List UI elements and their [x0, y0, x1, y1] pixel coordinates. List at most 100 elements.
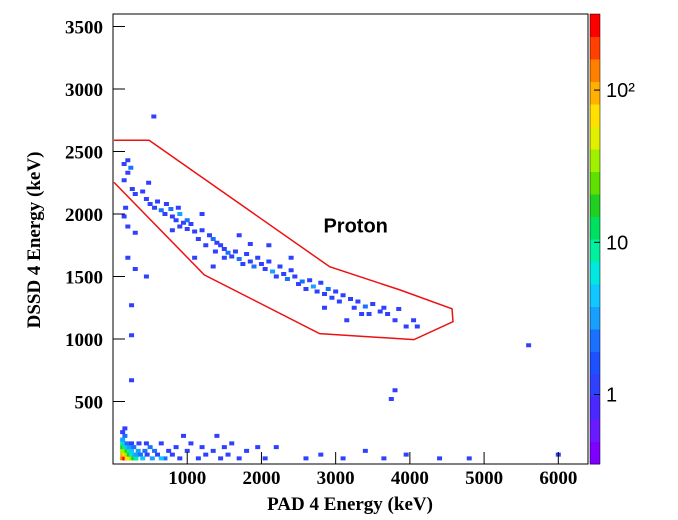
- bin: [149, 456, 155, 461]
- bin: [195, 456, 201, 461]
- y-axis-title: DSSD 4 Energy (keV): [24, 152, 45, 329]
- y-tick-label: 2000: [65, 205, 103, 226]
- bin: [133, 452, 139, 457]
- bin: [366, 312, 372, 316]
- bin: [175, 205, 181, 210]
- bin: [414, 324, 420, 329]
- bin: [142, 448, 148, 453]
- bin: [318, 452, 324, 457]
- bin: [158, 208, 164, 213]
- bin: [184, 218, 190, 223]
- bin: [218, 456, 224, 461]
- bin: [411, 318, 417, 323]
- colorbar-swatch: [590, 104, 600, 127]
- colorbar-swatch: [590, 59, 600, 82]
- bin: [169, 452, 175, 457]
- bin: [229, 441, 235, 446]
- bin: [158, 441, 164, 446]
- bin: [144, 452, 150, 457]
- bin: [322, 292, 328, 296]
- cut-polygon: [113, 139, 454, 341]
- bin: [403, 452, 409, 457]
- bin: [147, 202, 153, 206]
- bin: [296, 282, 302, 286]
- bin: [255, 445, 261, 450]
- y-tick-label: 3000: [65, 80, 103, 101]
- bin: [314, 289, 320, 294]
- bin: [236, 456, 242, 461]
- bin: [221, 247, 227, 251]
- bin: [225, 452, 231, 457]
- colorbar-swatch: [590, 396, 600, 420]
- bin: [162, 212, 168, 216]
- bin: [370, 302, 376, 306]
- bin: [244, 252, 250, 256]
- colorbar-swatch: [590, 194, 600, 217]
- bin: [129, 441, 135, 446]
- bin: [329, 295, 335, 300]
- bin: [188, 441, 194, 446]
- bin: [273, 274, 279, 279]
- bin: [177, 224, 183, 229]
- bin: [437, 456, 443, 461]
- colorbar-swatch: [590, 216, 600, 240]
- bin: [322, 305, 328, 310]
- bin: [132, 267, 138, 271]
- y-tick-label: 500: [75, 393, 104, 414]
- bin: [303, 456, 309, 461]
- bin: [299, 279, 305, 284]
- bin: [192, 229, 198, 234]
- bin: [137, 452, 143, 457]
- bin: [288, 255, 294, 260]
- bin: [229, 254, 235, 259]
- bin: [266, 243, 272, 248]
- bin: [277, 264, 283, 269]
- bin: [147, 445, 153, 450]
- bin: [143, 197, 149, 201]
- bin: [388, 397, 394, 401]
- bin: [318, 280, 324, 285]
- colorbar-tick-label: 10²: [606, 80, 635, 102]
- bin: [310, 284, 316, 289]
- bin: [131, 445, 137, 450]
- bin: [214, 433, 220, 438]
- bin: [169, 228, 175, 233]
- bin: [122, 433, 128, 438]
- bin: [333, 289, 339, 294]
- colorbar-swatch: [590, 149, 600, 172]
- bin: [124, 441, 130, 446]
- bin: [362, 448, 368, 453]
- x-tick-label: 2000: [242, 468, 280, 489]
- x-tick-label: 1000: [168, 468, 206, 489]
- bin: [121, 178, 127, 183]
- colorbar-swatch: [590, 81, 600, 105]
- bin: [385, 312, 391, 316]
- bin: [169, 214, 175, 219]
- x-axis-title: PAD 4 Energy (keV): [267, 494, 433, 515]
- bin: [344, 318, 350, 323]
- bin: [136, 441, 142, 446]
- bin: [173, 445, 179, 450]
- bin: [355, 299, 361, 304]
- bin: [292, 274, 298, 279]
- bin: [240, 262, 246, 266]
- colorbar-swatch: [590, 14, 600, 37]
- bin: [133, 456, 139, 461]
- bin: [392, 388, 398, 393]
- bin: [121, 214, 127, 219]
- bin: [403, 324, 409, 329]
- bin: [135, 448, 141, 453]
- bin: [143, 441, 149, 446]
- bin: [151, 114, 157, 119]
- bin: [351, 305, 357, 310]
- bin: [129, 333, 135, 338]
- bin: [158, 456, 164, 461]
- bin: [184, 227, 190, 231]
- bin: [214, 240, 220, 245]
- bin: [163, 202, 169, 206]
- bin: [466, 456, 472, 461]
- colorbar-swatch: [590, 351, 600, 375]
- y-tick-label: 2500: [65, 143, 103, 164]
- bin: [152, 205, 158, 210]
